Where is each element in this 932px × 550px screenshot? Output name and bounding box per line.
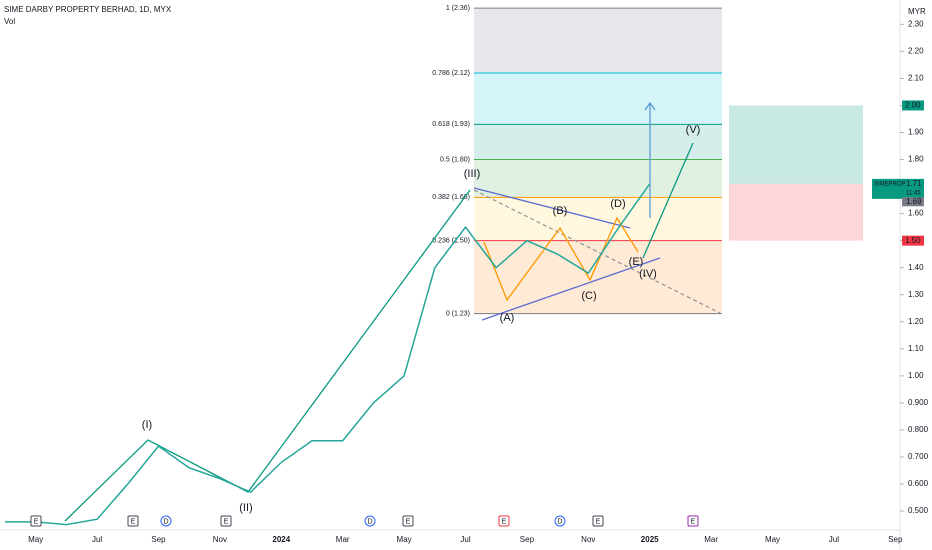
y-tick-label: 1.90 — [908, 128, 924, 137]
fib-zone — [474, 124, 722, 160]
event-marker — [687, 515, 699, 527]
target-tag — [902, 100, 924, 111]
event-label: E — [224, 518, 229, 525]
wave-label: (E) — [629, 256, 644, 268]
x-tick-label: 2024 — [272, 535, 290, 544]
wave-label: (A) — [500, 312, 515, 324]
x-tick-label: 2025 — [641, 535, 659, 544]
event-label: E — [131, 518, 136, 525]
wave-label: (B) — [553, 205, 568, 217]
y-tick-label: 0.700 — [908, 452, 929, 461]
wave-label: (II) — [239, 502, 252, 514]
x-tick-label: Nov — [213, 535, 227, 544]
y-tick-label: 1.30 — [908, 290, 924, 299]
event-label: D — [163, 518, 168, 525]
event-marker — [127, 515, 139, 527]
fib-zone — [474, 240, 722, 314]
wave-label: (V) — [686, 124, 701, 136]
y-tick-label: 2.20 — [908, 46, 924, 55]
y-tick-label: 2.30 — [908, 19, 924, 28]
wave-label: (III) — [464, 168, 481, 180]
event-label: E — [596, 518, 601, 525]
event-label: D — [367, 518, 372, 525]
last-price: 1.71 — [906, 179, 922, 188]
bid-tag — [902, 197, 924, 207]
event-marker — [592, 515, 604, 527]
fib-label: 0.5 (1.80) — [440, 156, 470, 163]
fib-zone — [474, 197, 722, 241]
fib-label: 0.382 (1.66) — [432, 194, 470, 201]
event-marker — [402, 515, 414, 527]
stop-tag — [902, 235, 924, 246]
wave-label: (D) — [610, 198, 625, 210]
event-label: E — [406, 518, 411, 525]
x-tick-label: May — [765, 535, 780, 544]
event-label: D — [557, 518, 562, 525]
y-tick-label: 0.900 — [908, 398, 929, 407]
x-tick-label: Jul — [92, 535, 102, 544]
fib-zone — [474, 159, 722, 198]
event-marker — [554, 515, 566, 527]
event-label: E — [691, 518, 696, 525]
indicator: Vol — [4, 17, 15, 26]
x-tick-label: Nov — [581, 535, 595, 544]
title: SIME DARBY PROPERTY BERHAD, 1D, MYX — [4, 5, 172, 14]
y-tick-label: 1.00 — [908, 371, 924, 380]
wave-label: (I) — [142, 419, 152, 431]
y-tick-label: 1.80 — [908, 155, 924, 164]
y-tick-label: 1.40 — [908, 263, 924, 272]
event-marker — [220, 515, 232, 527]
event-marker — [364, 515, 376, 527]
x-tick-label: Sep — [151, 535, 166, 544]
event-marker — [30, 515, 42, 527]
ticker-label: SIMEPROP — [874, 181, 906, 187]
y-tick-label: 0.600 — [908, 479, 929, 488]
event-label: E — [502, 518, 507, 525]
event-marker — [160, 515, 172, 527]
countdown: 11:45 — [906, 190, 921, 196]
stop-zone — [729, 183, 863, 241]
x-tick-label: May — [397, 535, 412, 544]
y-tick-label: 1.10 — [908, 344, 924, 353]
x-tick-label: Sep — [888, 535, 903, 544]
event-marker — [498, 515, 510, 527]
price-line — [5, 183, 651, 526]
wave-label: (IV) — [639, 268, 657, 280]
drawings — [64, 101, 721, 522]
x-tick-label: May — [28, 535, 43, 544]
fib-zone — [474, 73, 722, 125]
currency: MYR — [908, 7, 926, 16]
bid-label: 1.69 — [906, 197, 922, 206]
fib-label: 1 (2.36) — [446, 5, 470, 12]
x-tick-label: Sep — [520, 535, 535, 544]
x-tick-label: Jul — [829, 535, 839, 544]
event-label: E — [34, 518, 39, 525]
wave-label: (C) — [581, 290, 596, 302]
y-tick-label: 0.800 — [908, 425, 929, 434]
fib-label: 0.236 (1.50) — [432, 238, 470, 245]
x-tick-label: Mar — [336, 535, 350, 544]
target-label: 2.00 — [905, 101, 921, 110]
last-tag — [872, 178, 924, 199]
target-zone — [729, 105, 863, 184]
fib-zone — [474, 8, 722, 74]
fib-label: 0.786 (2.12) — [432, 70, 470, 77]
stop-label: 1.50 — [905, 236, 921, 245]
y-tick-label: 0.500 — [908, 506, 929, 515]
y-tick-label: 1.20 — [908, 317, 924, 326]
x-tick-label: Mar — [704, 535, 718, 544]
y-tick-label: 1.60 — [908, 209, 924, 218]
fib-label: 0 (1.23) — [446, 311, 470, 318]
fib-label: 0.618 (1.93) — [432, 121, 470, 128]
y-tick-label: 2.10 — [908, 74, 924, 83]
x-tick-label: Jul — [460, 535, 470, 544]
